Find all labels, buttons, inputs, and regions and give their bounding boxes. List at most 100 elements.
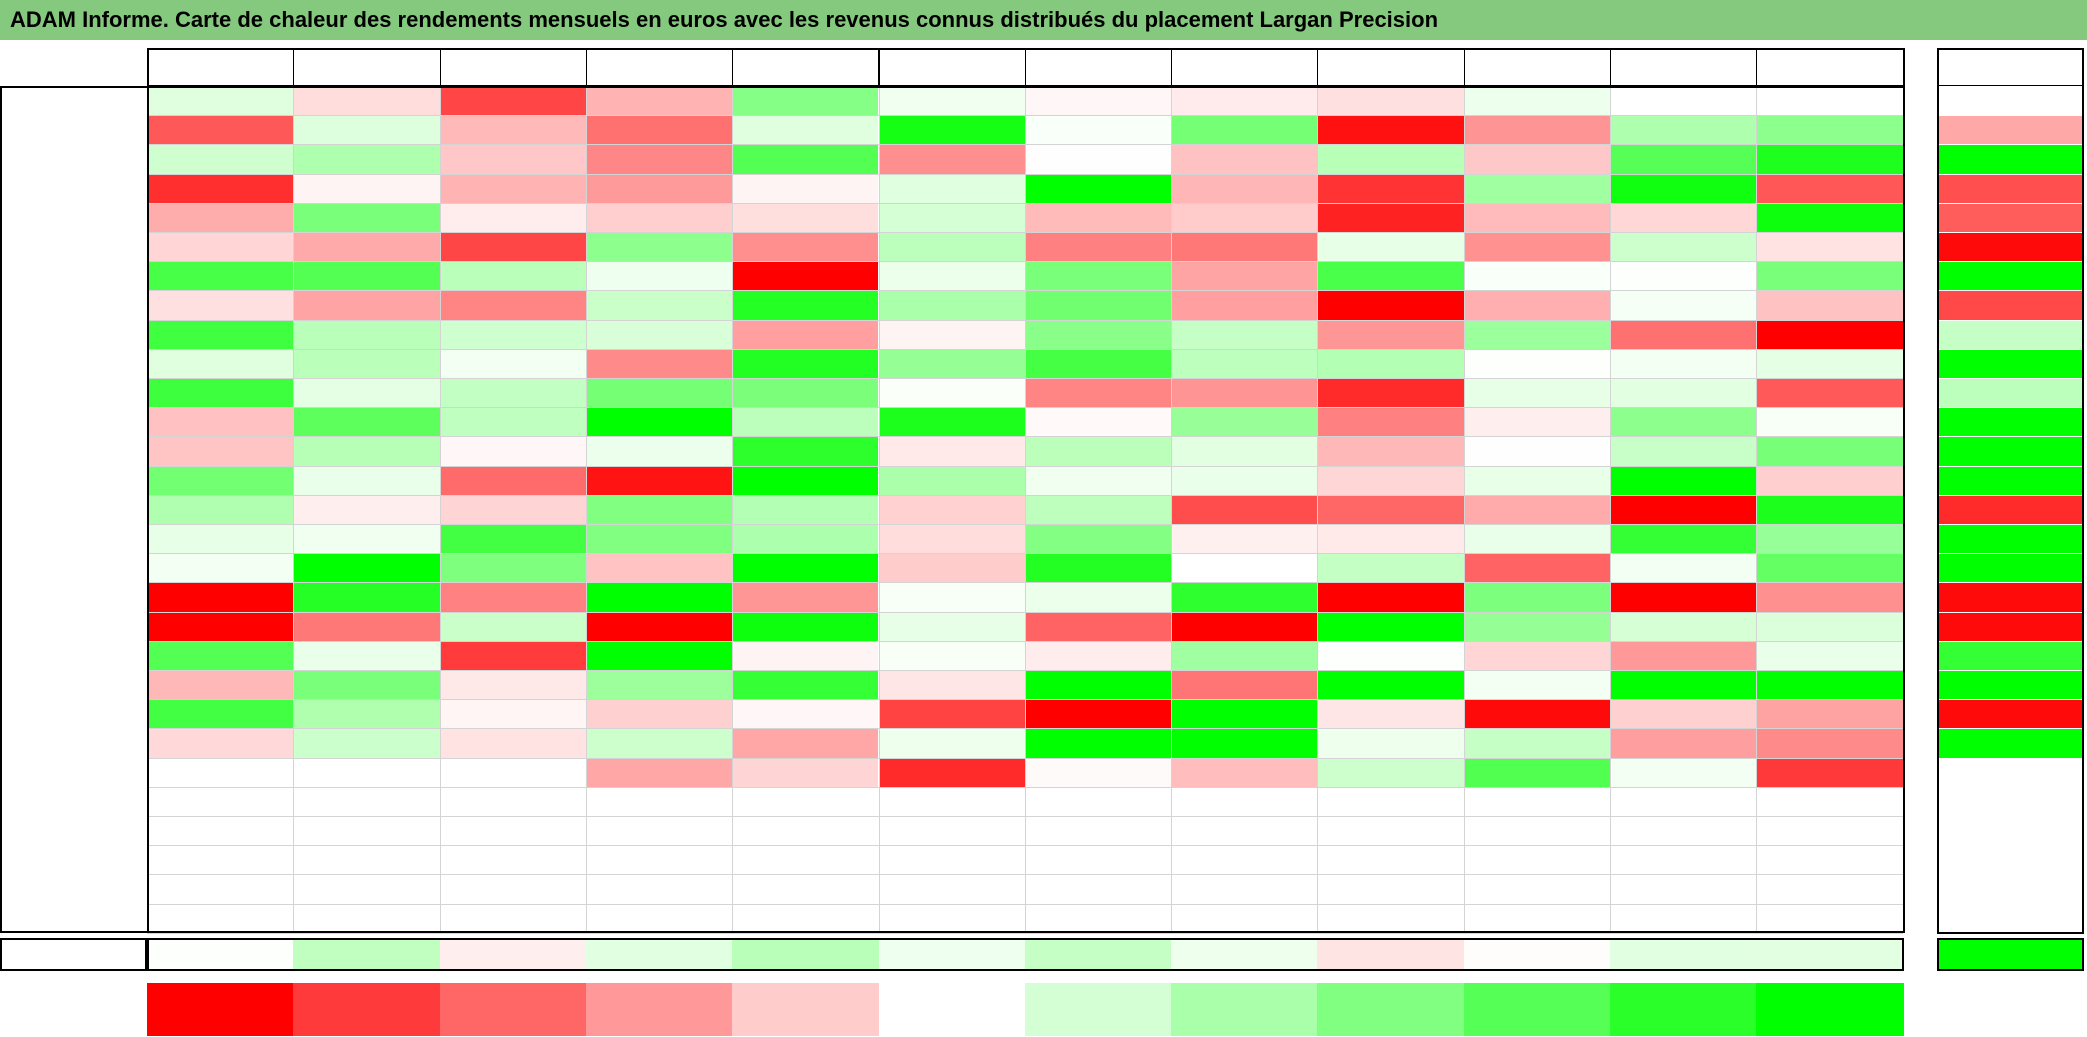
gridline-vertical bbox=[1463, 86, 1465, 933]
heatmap-cell bbox=[1172, 408, 1318, 437]
heatmap-cell bbox=[294, 525, 440, 554]
heatmap-cell bbox=[294, 408, 440, 437]
heatmap-cell bbox=[879, 583, 1025, 612]
heatmap-cell bbox=[148, 320, 294, 349]
heatmap-cell bbox=[879, 729, 1025, 758]
heatmap-cell bbox=[1025, 641, 1172, 670]
heatmap-cell bbox=[1611, 758, 1757, 787]
heatmap-cell bbox=[148, 612, 294, 641]
color-scale-swatch bbox=[293, 982, 441, 1036]
heatmap-cell bbox=[879, 466, 1025, 495]
gridline-horizontal bbox=[147, 845, 1903, 847]
heatmap-cell bbox=[1611, 729, 1757, 758]
heatmap-cell bbox=[1318, 758, 1464, 787]
heatmap-cell bbox=[1464, 349, 1610, 378]
heatmap-cell bbox=[586, 87, 733, 116]
heatmap-cell bbox=[1318, 349, 1464, 378]
heatmap-cell bbox=[1611, 379, 1757, 408]
heatmap-cell bbox=[148, 145, 294, 174]
heatmap-cell bbox=[1464, 700, 1610, 729]
heatmap-cell bbox=[1757, 379, 1903, 408]
gridline-horizontal bbox=[147, 670, 1903, 671]
heatmap-cell bbox=[1611, 583, 1757, 612]
heatmap-cell bbox=[1757, 758, 1903, 787]
annual-cell bbox=[1938, 525, 2083, 554]
heatmap-cell bbox=[586, 525, 733, 554]
heatmap-cell bbox=[440, 554, 586, 583]
heatmap-cell bbox=[1464, 320, 1610, 349]
heatmap-cell bbox=[733, 495, 879, 524]
heatmap-cell bbox=[733, 700, 879, 729]
heatmap-cell bbox=[148, 466, 294, 495]
heatmap-cell bbox=[1318, 495, 1464, 524]
heatmap-cell bbox=[1611, 466, 1757, 495]
heatmap-cell bbox=[586, 612, 733, 641]
heatmap-cell bbox=[1464, 729, 1610, 758]
color-scale-swatch bbox=[878, 982, 1026, 1036]
gridline-vertical bbox=[1171, 86, 1173, 933]
gridline-horizontal bbox=[147, 144, 1903, 146]
heatmap-cell bbox=[1318, 174, 1464, 203]
gridline-horizontal bbox=[147, 261, 1903, 263]
heatmap-cell bbox=[294, 437, 440, 466]
heatmap-cell bbox=[879, 116, 1025, 145]
heatmap-cell bbox=[586, 320, 733, 349]
heatmap-cell bbox=[733, 203, 879, 232]
gridline-horizontal bbox=[147, 611, 1903, 613]
heatmap-cell bbox=[879, 758, 1025, 787]
average-cell bbox=[1171, 937, 1319, 971]
heatmap-cell bbox=[1611, 174, 1757, 203]
gridline-horizontal bbox=[147, 874, 1903, 876]
heatmap-cell bbox=[440, 700, 586, 729]
heatmap-cell bbox=[1025, 408, 1172, 437]
heatmap-cell bbox=[586, 466, 733, 495]
gridline-horizontal bbox=[147, 816, 1903, 817]
year-total-header bbox=[1938, 48, 2083, 86]
heatmap-cell bbox=[1757, 408, 1903, 437]
annual-cell bbox=[1938, 671, 2083, 700]
annual-cell bbox=[1938, 700, 2083, 729]
month-header bbox=[1171, 48, 1319, 86]
heatmap-cell bbox=[1172, 583, 1318, 612]
heatmap-cell bbox=[879, 671, 1025, 700]
gridline-horizontal bbox=[147, 757, 1903, 759]
gridline-horizontal bbox=[147, 348, 1903, 350]
gridline-horizontal bbox=[147, 465, 1903, 467]
gridline-horizontal bbox=[147, 407, 1903, 409]
heatmap-cell bbox=[586, 262, 733, 291]
annual-cell bbox=[1938, 320, 2083, 349]
gridline-horizontal bbox=[147, 932, 1903, 934]
heatmap-cell bbox=[733, 262, 879, 291]
heatmap-cell bbox=[1025, 612, 1172, 641]
heatmap-cell bbox=[148, 700, 294, 729]
heatmap-cell bbox=[1611, 320, 1757, 349]
annual-cell bbox=[1938, 379, 2083, 408]
heatmap-cell bbox=[1172, 671, 1318, 700]
heatmap-cell bbox=[586, 583, 733, 612]
heatmap-cell bbox=[586, 291, 733, 320]
heatmap-cell bbox=[586, 233, 733, 262]
heatmap-cell bbox=[440, 291, 586, 320]
heatmap-cell bbox=[1025, 87, 1172, 116]
heatmap-cell bbox=[733, 87, 879, 116]
heatmap-cell bbox=[1318, 700, 1464, 729]
heatmap-cell bbox=[1464, 116, 1610, 145]
heatmap-cell bbox=[1464, 291, 1610, 320]
heatmap-cell bbox=[440, 583, 586, 612]
average-cell bbox=[878, 937, 1026, 971]
heatmap-cell bbox=[1757, 466, 1903, 495]
heatmap-cell bbox=[1757, 233, 1903, 262]
color-scale-label bbox=[0, 983, 147, 1036]
heatmap-cell bbox=[1757, 145, 1903, 174]
heatmap-cell bbox=[1172, 554, 1318, 583]
heatmap-cell bbox=[1172, 291, 1318, 320]
heatmap-cell bbox=[148, 379, 294, 408]
heatmap-cell bbox=[879, 320, 1025, 349]
gridline-vertical bbox=[1610, 86, 1611, 933]
heatmap-cell bbox=[440, 87, 586, 116]
color-scale-swatch bbox=[1317, 982, 1465, 1036]
heatmap-cell bbox=[1025, 525, 1172, 554]
heatmap-cell bbox=[1318, 203, 1464, 232]
average-cell bbox=[439, 937, 587, 971]
heatmap-cell bbox=[1318, 320, 1464, 349]
